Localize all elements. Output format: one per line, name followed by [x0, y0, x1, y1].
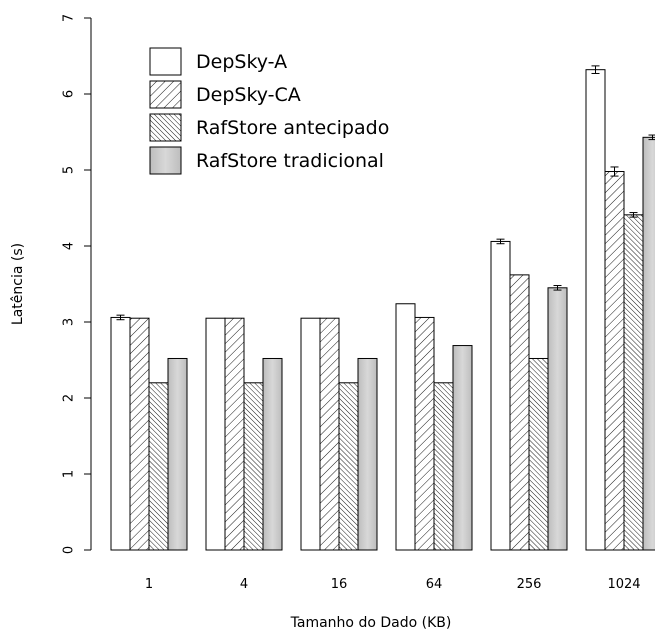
bar-depsky-ca-64 — [414, 316, 435, 551]
legend-entry: RafStore antecipado — [149, 113, 389, 142]
legend-swatch — [149, 80, 182, 109]
error-bar-group — [116, 65, 655, 321]
bar-depsky-ca-16 — [319, 317, 340, 551]
bar-depsky-a-1 — [110, 316, 131, 551]
bar-rafstore-tradicional-256 — [547, 287, 568, 551]
bar-rafstore-antecipado-4 — [243, 382, 264, 551]
error-bar — [553, 285, 562, 291]
bar-group — [110, 69, 655, 551]
legend-label: DepSky-CA — [196, 84, 301, 106]
bar-depsky-ca-4 — [224, 317, 245, 551]
bar-rafstore-tradicional-1024 — [642, 136, 655, 551]
bar-rafstore-antecipado-64 — [433, 382, 454, 551]
bar-rafstore-tradicional-1 — [167, 357, 188, 551]
legend-swatch — [149, 146, 182, 175]
x-tick-label: 1 — [145, 577, 153, 592]
x-tick-label-group: 1 4 16 64 256 1024 — [145, 577, 641, 592]
x-tick-label: 4 — [240, 577, 248, 592]
bar-depsky-ca-256 — [509, 274, 530, 551]
y-tick-label: 4 — [62, 242, 77, 250]
error-bar — [496, 238, 505, 245]
legend: DepSky-A DepSky-CA RafStore antecipado RafS… — [149, 47, 389, 175]
error-bar — [116, 314, 125, 321]
y-tick-label: 6 — [62, 90, 77, 98]
bar-depsky-ca-1024 — [604, 171, 625, 551]
legend-entry: RafStore tradicional — [149, 146, 384, 175]
bar-rafstore-tradicional-16 — [357, 357, 378, 551]
error-bar — [610, 166, 619, 177]
bar-rafstore-tradicional-64 — [452, 345, 473, 551]
bar-rafstore-tradicional-4 — [262, 357, 283, 551]
x-axis-label: Tamanho do Dado (KB) — [290, 615, 452, 630]
y-tick-group: 0 1 2 3 4 5 6 7 — [62, 14, 91, 554]
y-tick-label: 0 — [62, 546, 77, 554]
y-tick-label: 2 — [62, 394, 77, 402]
legend-entry: DepSky-A — [149, 47, 287, 76]
y-axis-label: Latência (s) — [10, 243, 26, 325]
legend-swatch — [149, 47, 182, 76]
x-tick-label: 64 — [426, 577, 443, 592]
bar-depsky-a-1024 — [585, 69, 606, 551]
x-tick-label: 16 — [331, 577, 348, 592]
y-tick-label: 5 — [62, 166, 77, 174]
y-tick-label: 7 — [62, 14, 77, 22]
legend-label: RafStore antecipado — [196, 117, 389, 139]
error-bar — [648, 134, 655, 141]
bar-rafstore-antecipado-16 — [338, 382, 359, 551]
y-tick-label: 1 — [62, 470, 77, 478]
x-tick-label: 1024 — [607, 577, 640, 592]
bar-rafstore-antecipado-1024 — [623, 214, 644, 551]
legend-swatch — [149, 113, 182, 142]
bar-depsky-a-64 — [395, 303, 416, 551]
legend-label: DepSky-A — [196, 51, 287, 73]
bar-rafstore-antecipado-1 — [148, 382, 169, 551]
x-tick-label: 256 — [517, 577, 542, 592]
y-tick-label: 3 — [62, 318, 77, 326]
bar-depsky-a-16 — [300, 317, 321, 551]
error-bar — [629, 212, 638, 218]
bar-depsky-a-256 — [490, 240, 511, 551]
legend-entry: DepSky-CA — [149, 80, 301, 109]
y-axis: 0 1 2 3 4 5 6 7 — [62, 14, 92, 554]
error-bar — [591, 65, 600, 74]
bar-rafstore-antecipado-256 — [528, 357, 549, 551]
legend-label: RafStore tradicional — [196, 150, 384, 172]
bar-depsky-a-4 — [205, 317, 226, 551]
bar-depsky-ca-1 — [129, 317, 150, 551]
